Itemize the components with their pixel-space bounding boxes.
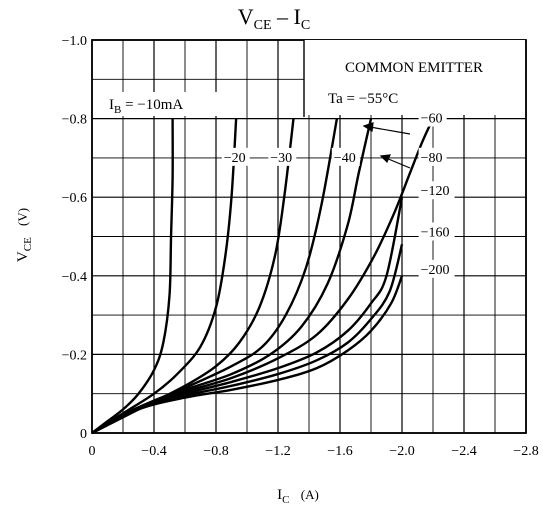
series-label-bg [331,147,360,166]
series-label: −30 [270,151,292,166]
chart-title: VCE – IC [238,4,310,33]
series-line [91,118,435,435]
series-label: −40 [334,151,356,166]
series-label-bg [418,222,455,241]
x-tick-label: −1.2 [265,444,290,459]
x-tick-label: −2.8 [513,444,538,459]
series-label: −160 [421,226,450,241]
series-label: −20 [224,151,246,166]
series-line [91,244,404,435]
x-tick-label: −2.0 [389,444,414,459]
ib-label: IB = −10mA [109,97,183,116]
curves [91,118,435,435]
info-box [304,40,525,115]
y-tick-label: −0.2 [62,348,87,363]
series-line [91,118,238,435]
y-tick-label: −0.8 [62,113,87,128]
tick-labels: 0 −0.4 −0.8 −1.2 −1.6 −2.0 −2.4 −2.8 0 −0.2 −0.4 −0… [62,34,539,459]
series-label-bg [418,108,447,127]
series-label-bg [418,259,455,278]
y-tick-label: −0.6 [62,191,87,206]
x-tick-label: 0 [89,444,96,459]
info-line-1: COMMON EMITTER [345,60,483,76]
series-label: −200 [421,263,450,278]
ib-label-bg [106,92,222,116]
arrow-60-head [362,122,374,133]
series-label-bg [418,181,455,200]
x-axis-label: IC (A) [277,487,319,506]
y-tick-label: 0 [80,427,87,442]
series-line [91,275,404,435]
y-tick-label: −0.4 [62,270,87,285]
series-label: −80 [421,151,443,166]
info-line-2: Ta = −55°C [328,91,398,107]
arrow-60-line [369,126,411,135]
series-line [91,196,404,435]
callout-arrows [362,122,411,169]
series-label-bg [221,147,250,166]
series-label: −60 [421,112,443,127]
x-tick-label: −0.4 [141,444,166,459]
x-tick-label: −2.4 [451,444,476,459]
y-axis-label: VCE (V) [15,208,34,262]
x-tick-label: −0.8 [203,444,228,459]
y-tick-label: −1.0 [62,34,87,49]
arrow-80-line [385,157,411,169]
series-label-bg [268,147,297,166]
series-label-bg [418,147,447,166]
series-label: −120 [421,184,450,199]
x-tick-label: −1.6 [327,444,352,459]
curve-labels: −20 −30 −40 −60 −80 −120 −160 −200 [221,108,455,278]
arrow-80-head [379,154,391,164]
series-line [91,118,174,434]
